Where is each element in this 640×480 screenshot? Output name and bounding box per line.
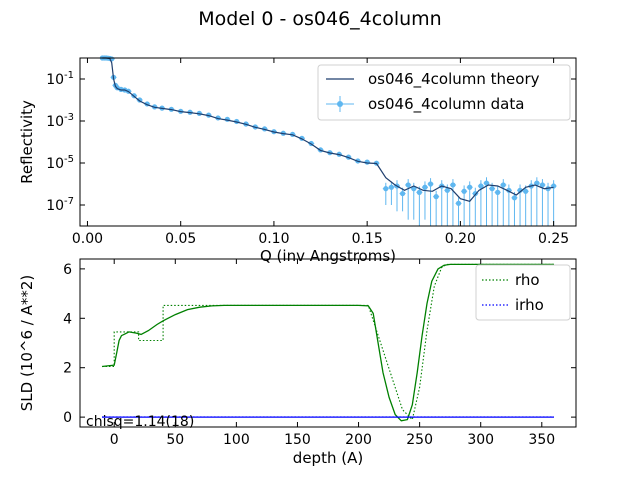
data-point xyxy=(539,182,546,188)
x-tick-label: 0.20 xyxy=(445,231,476,247)
sld-panel: 0 50 100 150 200 250 300 350 0 2 4 6 depth (A) SLD … xyxy=(18,258,577,467)
data-point xyxy=(383,186,389,192)
x-tick-label: 0.00 xyxy=(72,231,103,247)
sld-ylabel: SLD (10^6 / A**2) xyxy=(18,275,36,412)
x-tick-label: 200 xyxy=(345,432,372,448)
reflectivity-ylabel: Reflectivity xyxy=(18,100,36,184)
data-point xyxy=(422,184,428,190)
y-tick-label: 10-3 xyxy=(46,112,74,130)
sld-xlabel: depth (A) xyxy=(293,449,363,467)
x-tick-label: 300 xyxy=(467,432,494,448)
data-point xyxy=(405,182,411,188)
data-point xyxy=(427,181,434,187)
data-point xyxy=(444,187,450,193)
y-tick-label: 10-1 xyxy=(46,70,74,88)
reflectivity-panel: 0.00 0.05 0.10 0.15 0.20 0.25 10-1 10-3 10-5 10-7… xyxy=(18,55,577,265)
sld-legend-box xyxy=(475,264,571,321)
y-tick-label: 2 xyxy=(63,361,72,377)
data-point xyxy=(399,190,406,197)
y-tick-label: 4 xyxy=(63,311,72,327)
figure-suptitle: Model 0 - os046_4column xyxy=(198,8,441,30)
data-point xyxy=(450,182,456,188)
reflectivity-marks xyxy=(99,55,557,226)
y-tick-label: 10-5 xyxy=(46,154,74,172)
x-tick-label: 250 xyxy=(406,432,433,448)
data-point xyxy=(534,180,540,186)
x-tick-label: 100 xyxy=(223,432,250,448)
legend-rho-label: rho xyxy=(515,271,540,289)
reflectivity-legend: os046_4column theory os046_4column data xyxy=(317,64,571,121)
data-point xyxy=(489,186,495,192)
data-point xyxy=(523,188,529,194)
sld-legend: rho irho xyxy=(475,264,571,321)
data-point xyxy=(388,184,394,190)
y-tick-label: 10-7 xyxy=(46,196,74,214)
data-point xyxy=(495,189,501,195)
reflectivity-legend-box xyxy=(317,64,571,121)
data-point xyxy=(500,182,506,188)
data-point xyxy=(511,195,518,201)
x-tick-label: 0.15 xyxy=(352,231,383,247)
y-tick-label: 0 xyxy=(63,410,72,426)
sld-marks xyxy=(101,263,554,422)
sld-ticks: 0 50 100 150 200 250 300 350 0 2 4 6 xyxy=(63,259,576,448)
theory-line xyxy=(102,57,554,202)
sld-axes-frame xyxy=(79,258,577,428)
x-tick-label: 0.10 xyxy=(258,231,289,247)
x-tick-label: 50 xyxy=(166,432,184,448)
legend-data-label: os046_4column data xyxy=(368,95,524,114)
x-tick-label: 0.25 xyxy=(538,231,569,247)
legend-theory-label: os046_4column theory xyxy=(368,70,540,89)
data-point xyxy=(433,194,439,200)
data-point xyxy=(416,189,422,195)
chisq-annotation: chisq=1.14(18) xyxy=(86,414,194,430)
x-tick-label: 0.05 xyxy=(165,231,196,247)
legend-data-swatch-marker xyxy=(337,101,343,107)
x-tick-label: 350 xyxy=(528,432,555,448)
reflectivity-axes-frame xyxy=(79,57,577,227)
data-point xyxy=(411,186,417,192)
data-point xyxy=(467,184,473,190)
data-point xyxy=(461,188,467,194)
x-tick-label: 0 xyxy=(110,432,119,448)
reflectivity-ticks: 0.00 0.05 0.10 0.15 0.20 0.25 10-1 10-3 10-5 10-7 xyxy=(46,58,576,247)
legend-irho-label: irho xyxy=(515,296,544,314)
x-tick-label: 150 xyxy=(284,432,311,448)
reflectivity-xlabel: Q (inv Angstroms) xyxy=(260,247,396,265)
data-point xyxy=(483,180,490,186)
data-point xyxy=(478,183,484,189)
data-point xyxy=(455,200,462,206)
rho-dotted-line xyxy=(102,263,554,421)
y-tick-label: 6 xyxy=(63,262,72,278)
